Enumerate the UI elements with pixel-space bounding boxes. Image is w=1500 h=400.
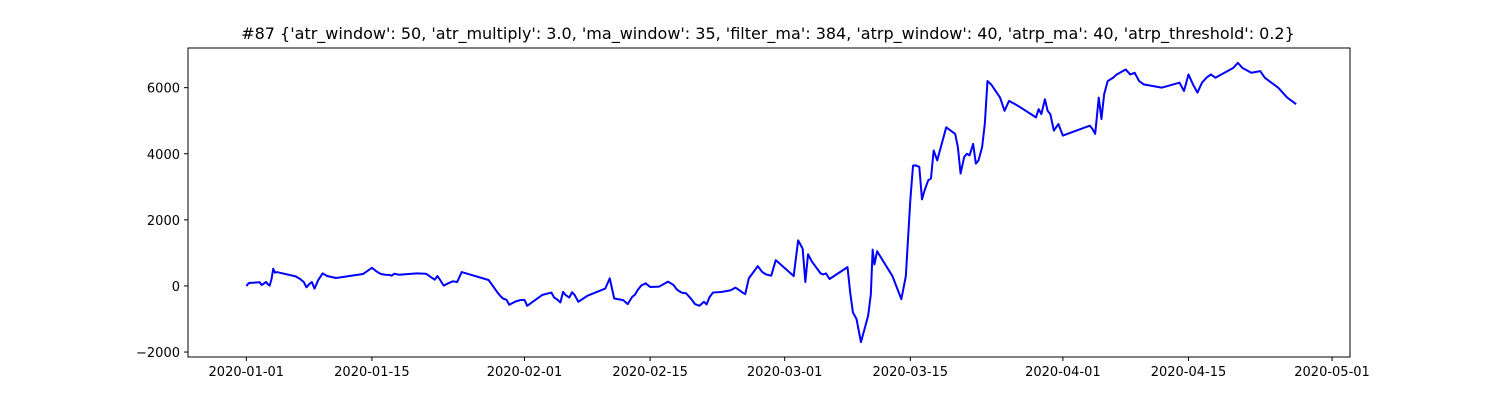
y-tick-label: 6000 [147, 82, 180, 97]
x-tick-label: 2020-03-01 [747, 365, 823, 380]
x-tick-label: 2020-04-01 [1025, 365, 1101, 380]
x-tick-label: 2020-03-15 [873, 365, 949, 380]
plot-area: 2020-01-01 2020-01-15 2020-02-01 2020-02-15… [136, 47, 1370, 380]
y-tick-label: 2000 [147, 214, 180, 229]
x-tick-label: 2020-01-15 [334, 365, 410, 380]
x-tick-label: 2020-02-01 [487, 365, 563, 380]
y-tick-label: 0 [172, 280, 180, 295]
x-tick-label: 2020-05-01 [1294, 365, 1370, 380]
axes-frame [187, 47, 1351, 358]
x-tick-label: 2020-01-01 [209, 365, 285, 380]
y-tick-label: −2000 [136, 346, 180, 361]
y-tick-label: 4000 [147, 148, 180, 163]
x-tick-label: 2020-04-15 [1151, 365, 1227, 380]
x-tick-label: 2020-02-15 [612, 365, 688, 380]
series-line-equity [245, 61, 1297, 344]
chart-title: #87 {'atr_window': 50, 'atr_multiply': 3… [241, 24, 1295, 44]
